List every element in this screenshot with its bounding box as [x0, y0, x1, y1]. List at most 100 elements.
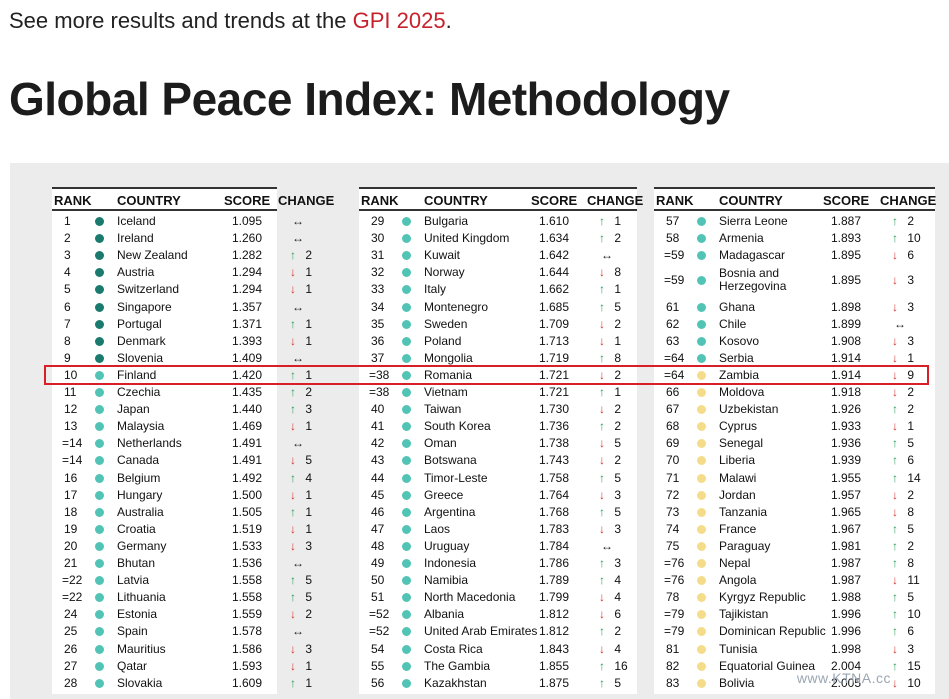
arrow-up-icon: ↑: [599, 573, 605, 588]
change-value: 2: [611, 231, 622, 246]
rank-cell: 24: [64, 607, 78, 622]
arrow-down-icon: ↓: [599, 487, 605, 502]
score-cell: 1.914: [831, 350, 862, 365]
peace-level-dot: [697, 593, 706, 603]
arrow-up-icon: ↑: [290, 248, 296, 263]
change-value: 5: [611, 470, 622, 485]
peace-level-dot: [402, 234, 411, 244]
intro-end: .: [445, 8, 452, 33]
change-value: 5: [904, 436, 915, 451]
rank-cell: =79: [664, 624, 685, 639]
country-cell: Qatar: [117, 658, 148, 673]
table-row: 40 Taiwan 1.730 ↓ 2: [359, 401, 637, 418]
peace-level-dot: [95, 490, 104, 500]
rank-cell: 46: [371, 504, 385, 519]
score-cell: 1.685: [539, 299, 570, 314]
change-value: 2: [611, 453, 622, 468]
change-value: 2: [611, 367, 622, 382]
score-cell: 1.736: [539, 419, 570, 434]
ranking-table-3: RANK COUNTRY SCORE CHANGE 57 Sierra Leone 1.88…: [654, 187, 936, 694]
table-row: 12 Japan 1.440 ↑ 3: [52, 401, 312, 418]
score-cell: 1.357: [232, 299, 263, 314]
change-value: 5: [302, 453, 313, 468]
rank-cell: =52: [369, 624, 390, 639]
change-value: 5: [904, 521, 915, 536]
arrow-down-icon: ↓: [290, 521, 296, 536]
change-cell: ↑ 5: [599, 505, 621, 520]
change-cell: ↑ 5: [599, 471, 621, 486]
change-cell: ↔: [292, 300, 304, 315]
score-cell: 1.713: [539, 333, 570, 348]
table-row: 42 Oman 1.738 ↓ 5: [359, 435, 637, 452]
country-cell: Argentina: [424, 504, 476, 519]
rank-cell: 82: [666, 658, 680, 673]
score-cell: 1.939: [831, 453, 862, 468]
table-row: 68 Cyprus 1.933 ↓ 1: [654, 418, 935, 435]
arrow-down-icon: ↓: [892, 675, 898, 690]
rank-cell: 30: [371, 231, 385, 246]
arrow-up-icon: ↑: [599, 385, 605, 399]
peace-level-dot: [95, 678, 104, 688]
table-row: =38 Romania 1.721 ↓ 2: [359, 367, 637, 384]
table-row: =76 Angola 1.987 ↓ 11: [654, 572, 935, 589]
score-cell: 1.812: [539, 624, 570, 639]
arrow-up-icon: ↑: [892, 521, 898, 536]
country-cell: Mongolia: [424, 350, 473, 365]
country-cell: Indonesia: [424, 556, 477, 570]
change-cell: ↓ 2: [892, 385, 914, 400]
rank-cell: 61: [666, 299, 680, 314]
score-cell: 1.491: [232, 436, 263, 451]
change-cell: ↓ 1: [290, 334, 312, 349]
change-cell: ↑ 15: [892, 659, 921, 674]
arrow-up-icon: ↑: [892, 402, 898, 417]
table-row: 1 Iceland 1.095 ↔: [52, 213, 304, 230]
country-cell: Lithuania: [117, 590, 166, 605]
peace-level-dot: [402, 627, 411, 637]
change-value: 1: [302, 658, 313, 673]
change-cell: ↓ 3: [599, 522, 621, 537]
rank-cell: 3: [64, 248, 71, 263]
table-row: 36 Poland 1.713 ↓ 1: [359, 333, 637, 350]
change-cell: ↓ 11: [892, 573, 920, 588]
table-row: 16 Belgium 1.492 ↑ 4: [52, 470, 312, 487]
peace-level-dot: [95, 456, 104, 466]
change-cell: ↑ 5: [892, 436, 914, 451]
table-row: 66 Moldova 1.918 ↓ 2: [654, 384, 935, 401]
header-score: SCORE: [531, 193, 578, 208]
change-value: 5: [302, 573, 313, 588]
table-row: 27 Qatar 1.593 ↓ 1: [52, 658, 312, 675]
country-cell: Zambia: [719, 367, 760, 382]
change-cell: ↓ 4: [599, 590, 621, 605]
score-cell: 1.282: [232, 248, 263, 263]
peace-level-dot: [402, 610, 411, 620]
country-cell: Vietnam: [424, 385, 468, 399]
peace-level-dot: [95, 388, 104, 397]
change-cell: ↑ 1: [599, 282, 621, 297]
change-cell: ↑ 5: [599, 300, 621, 315]
table-row: =14 Canada 1.491 ↓ 5: [52, 452, 312, 469]
rank-cell: 48: [371, 538, 385, 553]
peace-level-dot: [95, 644, 104, 654]
country-cell: Timor-Leste: [424, 470, 488, 485]
score-cell: 1.578: [232, 624, 263, 639]
table-row: 49 Indonesia 1.786 ↑ 3: [359, 555, 637, 572]
change-cell: ↓ 5: [599, 436, 621, 451]
rank-cell: 56: [371, 675, 385, 690]
change-cell: ↓ 2: [599, 402, 621, 417]
gpi-2025-link[interactable]: GPI 2025: [352, 8, 446, 33]
peace-level-dot: [95, 559, 104, 568]
table-row: =64 Serbia 1.914 ↓ 1: [654, 350, 935, 367]
table-row: 57 Sierra Leone 1.887 ↑ 2: [654, 213, 935, 230]
country-cell: Germany: [117, 538, 167, 553]
table-row: 26 Mauritius 1.586 ↓ 3: [52, 641, 312, 658]
table-row: 13 Malaysia 1.469 ↓ 1: [52, 418, 312, 435]
rank-cell: 19: [64, 521, 78, 536]
rank-cell: 18: [64, 504, 78, 519]
table-header: RANK COUNTRY SCORE CHANGE: [359, 187, 643, 211]
table-row: 54 Costa Rica 1.843 ↓ 4: [359, 641, 637, 658]
change-cell: ↓ 1: [290, 488, 312, 503]
table-row: 6 Singapore 1.357 ↔: [52, 299, 304, 316]
score-cell: 1.469: [232, 419, 263, 434]
country-cell: Angola: [719, 573, 757, 588]
change-cell: ↓ 2: [599, 317, 621, 332]
